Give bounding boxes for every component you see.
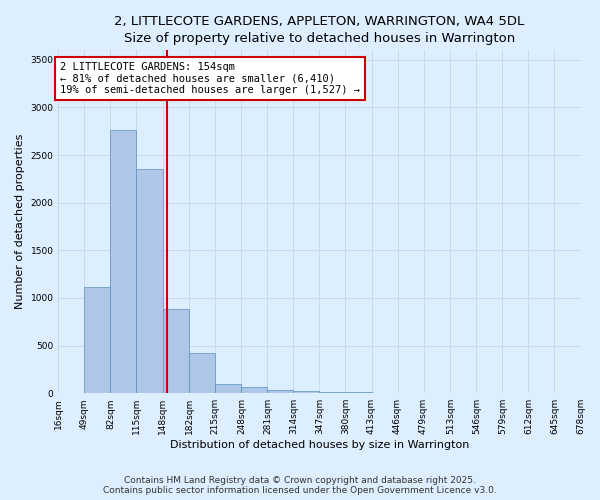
- Bar: [163, 310, 190, 393]
- Bar: [215, 384, 241, 393]
- X-axis label: Distribution of detached houses by size in Warrington: Distribution of detached houses by size …: [170, 440, 469, 450]
- Bar: [346, 392, 371, 393]
- Text: 2 LITTLECOTE GARDENS: 154sqm
← 81% of detached houses are smaller (6,410)
19% of: 2 LITTLECOTE GARDENS: 154sqm ← 81% of de…: [60, 62, 360, 95]
- Bar: [241, 388, 268, 393]
- Bar: [190, 353, 215, 393]
- Y-axis label: Number of detached properties: Number of detached properties: [15, 134, 25, 310]
- Bar: [136, 170, 163, 393]
- Bar: [110, 130, 136, 393]
- Text: Contains HM Land Registry data © Crown copyright and database right 2025.
Contai: Contains HM Land Registry data © Crown c…: [103, 476, 497, 495]
- Title: 2, LITTLECOTE GARDENS, APPLETON, WARRINGTON, WA4 5DL
Size of property relative t: 2, LITTLECOTE GARDENS, APPLETON, WARRING…: [115, 15, 524, 45]
- Bar: [85, 286, 110, 393]
- Bar: [293, 392, 319, 393]
- Bar: [319, 392, 346, 393]
- Bar: [268, 390, 293, 393]
